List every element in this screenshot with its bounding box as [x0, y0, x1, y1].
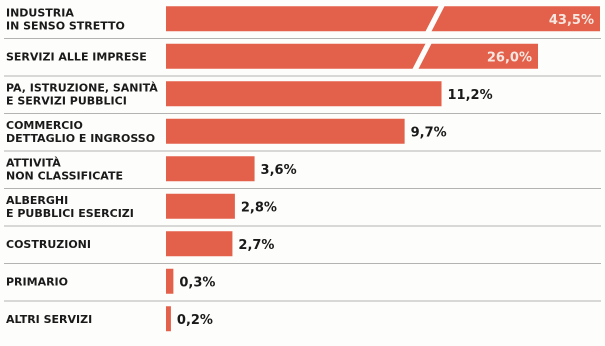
value-label: 43,5%	[549, 13, 594, 28]
bar	[166, 81, 442, 107]
category-label-line: IN SENSO STRETTO	[6, 19, 125, 32]
value-label: 9,7%	[411, 125, 447, 140]
category-label-line: ATTIVITÀ	[6, 156, 61, 169]
category-label-line: DETTAGLIO E INGROSSO	[6, 132, 155, 145]
value-label: 2,7%	[238, 238, 274, 253]
value-label: 2,8%	[241, 200, 277, 215]
category-label: ATTIVITÀ NON CLASSIFICATE	[6, 156, 123, 182]
value-label: 0,2%	[177, 313, 213, 328]
bar	[166, 6, 600, 32]
scale-break-mark	[424, 3, 446, 35]
bar	[166, 231, 233, 257]
category-label-line: PRIMARIO	[6, 275, 68, 288]
category-label-line: SERVIZI ALLE IMPRESE	[6, 50, 147, 63]
value-label: 0,3%	[179, 275, 215, 290]
bar	[166, 118, 405, 144]
category-label: ALBERGHI E PUBBLICI ESERCIZI	[6, 194, 134, 220]
category-label: PA, ISTRUZIONE, SANITÀ E SERVIZI PUBBLICI	[6, 81, 158, 107]
category-label: PRIMARIO	[6, 275, 68, 288]
value-label: 3,6%	[261, 163, 297, 178]
category-label: INDUSTRIA IN SENSO STRETTO	[6, 6, 125, 32]
value-label: 26,0%	[487, 50, 532, 65]
bar	[166, 43, 538, 69]
category-label: COMMERCIO DETTAGLIO E INGROSSO	[6, 119, 155, 145]
category-label-line: ALTRI SERVIZI	[6, 313, 92, 326]
category-label: SERVIZI ALLE IMPRESE	[6, 50, 147, 63]
bar	[166, 193, 235, 219]
category-label-line: E SERVIZI PUBBLICI	[6, 94, 127, 107]
category-label-line: COSTRUZIONI	[6, 238, 91, 251]
category-label: ALTRI SERVIZI	[6, 313, 92, 326]
bar	[166, 306, 171, 332]
category-label-line: INDUSTRIA	[6, 6, 74, 19]
category-label-line: E PUBBLICI ESERCIZI	[6, 207, 134, 220]
category-label-line: NON CLASSIFICATE	[6, 169, 123, 182]
category-label-line: PA, ISTRUZIONE, SANITÀ	[6, 81, 158, 94]
scale-break-mark	[411, 40, 433, 72]
category-label-line: COMMERCIO	[6, 119, 83, 132]
category-label: COSTRUZIONI	[6, 238, 91, 251]
bar	[166, 156, 255, 182]
bar	[166, 268, 174, 294]
category-label-line: ALBERGHI	[6, 194, 68, 207]
value-label: 11,2%	[448, 88, 493, 103]
